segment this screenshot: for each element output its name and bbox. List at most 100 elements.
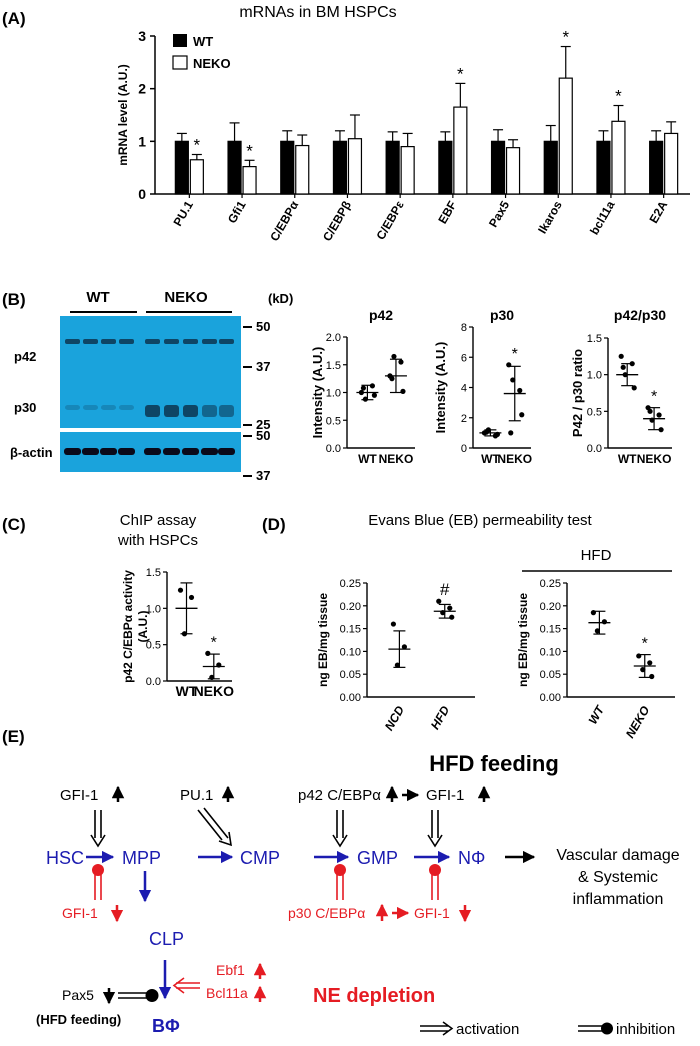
y-axis-label: Intensity (A.U.): [310, 347, 325, 439]
ytick-label: 2.0: [326, 332, 341, 344]
data-point: [188, 594, 195, 601]
chart-a-bar-neko: [189, 159, 204, 195]
chart-c-title-line1: ChIP assay: [120, 512, 197, 529]
chart-a-bar-neko: [453, 106, 468, 195]
chart-d-hfd-genotype: 0.00 0.05 0.10 0.15 0.20 0.25 ng EB/mg tissue W…: [516, 578, 675, 741]
reg-gfi1b-red: GFI-1: [414, 905, 450, 921]
band-p42: [219, 339, 234, 344]
blot-markers: 50 37 25 50 37: [243, 319, 270, 483]
ytick-label: 0.05: [540, 669, 561, 681]
ytick-label: 0: [461, 443, 467, 455]
blot-band-actin: β-actin: [10, 445, 53, 460]
plot-title: p42: [369, 307, 393, 323]
chart-a-bar-neko: [295, 144, 310, 195]
ytick-label: 2: [461, 413, 467, 425]
ytick-label: 8: [461, 322, 467, 334]
legend-swatch-neko: [172, 55, 188, 70]
ytick-label: 0.5: [146, 640, 161, 652]
chart-a-bar-neko: [400, 146, 415, 195]
ytick-label: 0.25: [340, 578, 361, 590]
xtick-label: NEKO: [194, 683, 235, 699]
data-point: [360, 385, 366, 391]
inhibition-pax5-lines: [118, 992, 148, 999]
ytick-label: 0.00: [340, 692, 361, 704]
panel-label-c: (C): [2, 515, 26, 534]
chart-a-xtick-label: bcl11a: [587, 198, 618, 237]
data-point: [656, 412, 662, 418]
y-axis-label: P42 / p30 ratio: [570, 349, 585, 437]
chart-b-ratio: 0.0 0.5 1.0 1.5 p42/p30 P42 / p30 ratio WT NEKO…: [570, 307, 672, 466]
chart-a-bar-neko: [664, 132, 679, 195]
outcome-line1: Vascular damage: [556, 847, 679, 864]
chart-a-bar-wt: [227, 140, 242, 195]
chart-a-xtick-label: PU.1: [170, 198, 196, 228]
xtick-label: NCD: [382, 703, 407, 733]
chart-a-ylabel: mRNA level (A.U.): [116, 64, 130, 166]
reg-pax5: Pax5: [62, 987, 94, 1003]
data-point: [658, 427, 664, 433]
data-point: [640, 667, 646, 673]
chart-a-ytick-label: 0: [138, 186, 146, 202]
data-point: [601, 619, 608, 625]
panel-label-d: (D): [262, 515, 286, 534]
band-p42: [202, 339, 217, 344]
chart-c-chip: 0.0 0.5 1.0 1.5 p42 C/EBPα activity (A.U.) WTN…: [121, 567, 234, 699]
xtick-label: WT: [481, 452, 500, 466]
ytick-label: 0.05: [340, 669, 361, 681]
xtick-label: NEKO: [623, 703, 653, 741]
chart-a-bar-wt: [649, 140, 664, 195]
hfd-note: (HFD feeding): [36, 1012, 121, 1027]
blot-band-p42: p42: [14, 349, 36, 364]
chart-a-bar-neko: [558, 77, 573, 195]
chart-a-bar-wt: [490, 140, 506, 195]
band-actin: [82, 448, 99, 455]
diagram-legend: activation inhibition: [420, 1021, 675, 1038]
band-p30: [219, 405, 234, 417]
chart-a-significance: *: [457, 64, 464, 83]
band-p42: [101, 339, 116, 344]
ytick-label: 6: [461, 352, 467, 364]
blot-label-wt: WT: [86, 289, 109, 306]
data-point: [390, 621, 396, 627]
data-point: [436, 598, 442, 604]
plot-title: p30: [490, 307, 514, 323]
xtick-label: WT: [176, 683, 198, 699]
chart-a-bar-neko: [611, 120, 626, 195]
chart-a-ytick-label: 1: [138, 133, 146, 149]
activation-arrows-top: [90, 807, 443, 848]
data-point: [620, 364, 626, 370]
chart-a-significance: *: [562, 28, 569, 47]
ytick-label: 1.5: [587, 333, 602, 345]
data-point: [508, 430, 514, 436]
chart-a-bar-wt: [438, 140, 453, 195]
ytick-label: 0.15: [540, 624, 561, 636]
band-actin: [163, 448, 180, 455]
ytick-label: 1.5: [146, 567, 161, 579]
chart-a-xtick-label: E2A: [646, 198, 670, 226]
blot-label-neko: NEKO: [164, 289, 208, 306]
band-p30: [65, 405, 80, 410]
chart-b-p42: 0.0 0.5 1.0 1.5 2.0 p42 Intensity (A.U.) WT NEKO: [310, 307, 415, 466]
band-p42: [83, 339, 98, 344]
chart-a-legend: WT NEKO: [172, 34, 231, 71]
significance-mark: *: [211, 634, 217, 651]
chart-a-ytick-label: 2: [138, 81, 146, 97]
band-p30: [183, 405, 198, 417]
blot-kd-label: (kD): [268, 291, 293, 306]
blot-band-p30: p30: [14, 400, 36, 415]
data-point: [631, 385, 637, 391]
chart-a-bar-neko: [242, 166, 257, 195]
y-axis-label: (A.U.): [136, 611, 150, 643]
band-p30: [145, 405, 160, 417]
data-point: [510, 377, 516, 383]
band-actin: [218, 448, 235, 455]
xtick-label: NEKO: [497, 452, 532, 466]
ytick-label: 0.10: [540, 646, 561, 658]
chart-a-xtick-label: Pax5: [486, 198, 512, 230]
band-p30: [101, 405, 116, 410]
marker-25: 25: [256, 417, 270, 432]
ytick-label: 0.10: [340, 646, 361, 658]
band-p30: [119, 405, 134, 410]
chart-a-xtick-label: C/EBPε: [373, 198, 406, 242]
reg-bcl11a: Bcl11a: [206, 985, 248, 1001]
